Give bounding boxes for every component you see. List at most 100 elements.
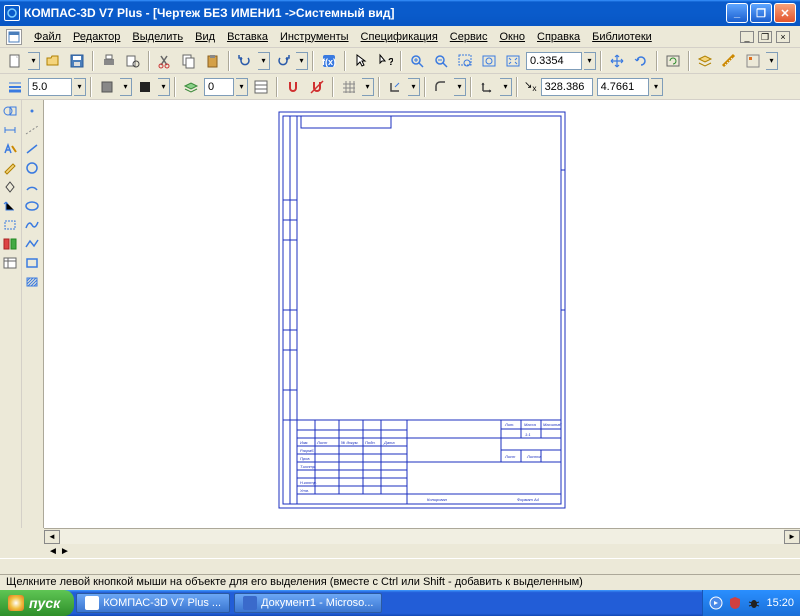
ortho-dropdown[interactable]: ▾ [408,78,420,96]
style-dropdown[interactable]: ▾ [120,78,132,96]
taskbar-item-kompas[interactable]: КОМПАС-3D V7 Plus ... [76,593,230,613]
auxline-tool[interactable] [22,121,42,139]
mdi-restore-button[interactable]: ❐ [758,31,772,43]
polyline-tool[interactable] [22,235,42,253]
options-button[interactable] [742,50,764,72]
tab-prev-button[interactable]: ◄ [48,546,60,557]
undo-button[interactable] [234,50,256,72]
print-button[interactable] [98,50,120,72]
point-tool[interactable] [22,102,42,120]
rotate-button[interactable] [630,50,652,72]
undo-dropdown[interactable]: ▾ [258,52,270,70]
tray-chevron-icon[interactable] [709,596,723,610]
layer-dropdown[interactable]: ▾ [236,78,248,96]
snap-on-button[interactable] [282,76,304,98]
menu-tools[interactable]: Инструменты [274,29,355,45]
mdi-minimize-button[interactable]: _ [740,31,754,43]
close-button[interactable]: ✕ [774,3,796,23]
tray-bug-icon[interactable] [747,596,761,610]
select-tool[interactable] [0,216,20,234]
color-button[interactable] [134,76,156,98]
coord-y-input[interactable] [597,78,649,96]
help-cursor-button[interactable]: ? [374,50,396,72]
hatch-tool[interactable] [22,273,42,291]
scroll-right-button[interactable]: ► [784,530,800,544]
cut-button[interactable] [154,50,176,72]
menu-insert[interactable]: Вставка [221,29,274,45]
save-button[interactable] [66,50,88,72]
zoom-all-button[interactable] [502,50,524,72]
arc-tool[interactable] [22,178,42,196]
tray-shield-icon[interactable] [728,596,742,610]
rect-tool[interactable] [22,254,42,272]
color-dropdown[interactable]: ▾ [158,78,170,96]
pan-button[interactable] [606,50,628,72]
open-button[interactable] [42,50,64,72]
coord-dropdown[interactable]: ▾ [651,78,663,96]
grid-dropdown[interactable]: ▾ [362,78,374,96]
ortho-button[interactable] [384,76,406,98]
redraw-button[interactable] [662,50,684,72]
params-tool[interactable] [0,178,20,196]
redo-button[interactable] [272,50,294,72]
style-button[interactable] [96,76,118,98]
drawing-canvas[interactable]: 1:1 Копировал Формат A4 Изм.Лист№ докум.… [44,100,800,528]
zoom-fit-button[interactable] [478,50,500,72]
redo-dropdown[interactable]: ▾ [296,52,308,70]
spec-tool[interactable] [0,235,20,253]
mdi-close-button[interactable]: × [776,31,790,43]
zoom-window-button[interactable] [454,50,476,72]
scroll-left-button[interactable]: ◄ [44,530,60,544]
linewidth-dropdown[interactable]: ▾ [74,78,86,96]
assoc-tool[interactable] [0,254,20,272]
line-tool[interactable] [22,140,42,158]
layers-button[interactable] [694,50,716,72]
lcs-button[interactable] [476,76,498,98]
tab-next-button[interactable]: ► [60,546,72,557]
scroll-track[interactable] [60,529,784,544]
spline-tool[interactable] [22,216,42,234]
zoom-out-button[interactable] [430,50,452,72]
zoom-input[interactable] [526,52,582,70]
options-dropdown[interactable]: ▾ [766,52,778,70]
horizontal-scrollbar[interactable]: ◄ ► [44,528,800,544]
lcs-dropdown[interactable]: ▾ [500,78,512,96]
menu-window[interactable]: Окно [493,29,531,45]
menu-file[interactable]: Файл [28,29,67,45]
linewidth-input[interactable] [28,78,72,96]
taskbar-item-word[interactable]: Документ1 - Microso... [234,593,382,613]
geometry-tool[interactable] [0,102,20,120]
measure-button[interactable] [718,50,740,72]
round-dropdown[interactable]: ▾ [454,78,466,96]
coord-x-input[interactable] [541,78,593,96]
menu-view[interactable]: Вид [189,29,221,45]
zoom-in-button[interactable] [406,50,428,72]
round-button[interactable] [430,76,452,98]
maximize-button[interactable]: ❐ [750,3,772,23]
text-tool[interactable] [0,140,20,158]
dimensions-tool[interactable] [0,121,20,139]
menu-spec[interactable]: Спецификация [355,29,444,45]
menu-service[interactable]: Сервис [444,29,494,45]
linewidth-icon[interactable] [4,76,26,98]
copy-button[interactable] [178,50,200,72]
preview-button[interactable] [122,50,144,72]
new-button[interactable] [4,50,26,72]
paste-button[interactable] [202,50,224,72]
new-dropdown[interactable]: ▾ [28,52,40,70]
menu-select[interactable]: Выделить [126,29,189,45]
circle-tool[interactable] [22,159,42,177]
zoom-dropdown[interactable]: ▾ [584,52,596,70]
tray-clock[interactable]: 15:20 [766,597,794,609]
layer-icon[interactable] [180,76,202,98]
start-button[interactable]: пуск [0,590,74,616]
layer-manager-button[interactable] [250,76,272,98]
snap-off-button[interactable] [306,76,328,98]
minimize-button[interactable]: _ [726,3,748,23]
cursor-button[interactable] [350,50,372,72]
measure-tool[interactable] [0,197,20,215]
menu-libraries[interactable]: Библиотеки [586,29,658,45]
menu-help[interactable]: Справка [531,29,586,45]
ellipse-tool[interactable] [22,197,42,215]
grid-button[interactable] [338,76,360,98]
